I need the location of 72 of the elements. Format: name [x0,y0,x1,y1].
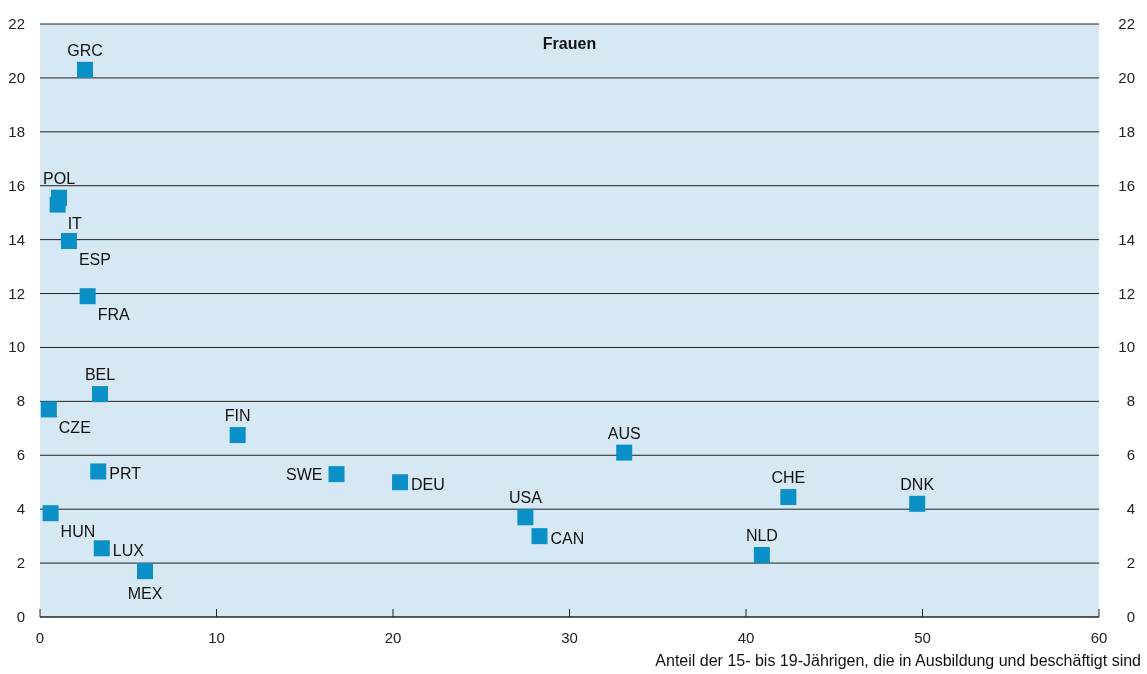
y-tick-label: 14 [8,230,25,248]
annotation: FRA [97,306,130,324]
y-tick-label: 6 [16,446,25,464]
annotation: CHE [771,469,806,487]
point [40,401,57,418]
point [517,509,534,526]
point [77,61,94,78]
annotation: NLD [745,527,778,544]
annotation: ESP [78,250,111,268]
annotation: MEX [127,585,163,603]
annotation: CZE [58,419,91,437]
y-tick-label: 18 [8,122,25,140]
y2-tick-label: 22 [1118,15,1135,32]
x-tick-label: 40 [737,629,755,646]
annotation: DNK [900,475,935,493]
y-tick-label: 4 [16,500,25,518]
annotation: PRT [109,465,142,483]
y2-tick-label: 20 [1118,68,1135,86]
x-tick-label: 20 [384,629,402,646]
y-tick-label: 22 [8,15,25,32]
x-tick-label: 0 [35,629,45,646]
point [780,489,797,506]
y-tick-label: 12 [8,284,25,302]
point [909,495,926,512]
point [328,466,345,483]
y2-tick-label: 8 [1126,392,1135,410]
point [753,547,770,563]
annotation: FIN [224,407,251,425]
y-tick-label: 8 [16,392,25,410]
y2-tick-label: 12 [1118,284,1135,302]
point [79,288,96,305]
y-tick-label: 10 [8,338,25,356]
point [531,528,548,545]
annotation: IT [67,214,83,232]
y-tick-label: 2 [16,554,25,572]
y-tick-label: 16 [8,176,25,194]
annotation: GRC [67,41,103,59]
annotation: CAN [550,530,585,548]
point [90,463,107,480]
y2-tick-label: 18 [1118,122,1135,140]
y-tick-label: 0 [16,608,25,625]
annotation: USA [508,489,543,507]
point [60,232,77,249]
y2-tick-label: 14 [1118,230,1135,248]
annotation: AUS [607,424,641,442]
point [92,386,109,403]
y2-tick-label: 10 [1118,338,1135,356]
annotation: DEU [411,476,445,494]
y2-tick-label: 0 [1126,608,1135,625]
point [229,427,246,444]
x-tick-label: 10 [208,629,225,646]
x-tick-label: 30 [561,629,578,646]
annotation: HUN [60,523,96,541]
point [616,444,633,461]
y2-tick-label: 2 [1126,554,1135,572]
x-tick-label: 60 [1090,629,1108,646]
text: Frauen [542,35,597,52]
point [93,540,110,557]
y-tick-label: 20 [8,68,25,86]
point [392,474,409,491]
point [51,189,68,206]
annotation: LUX [112,542,145,560]
x-tick-label: 50 [914,629,931,646]
point [137,563,154,580]
y2-tick-label: 6 [1126,446,1135,464]
x-axis-title: Anteil der 15- bis 19-Jährigen, die in Ausbildung und beschäftigt sind [655,652,1141,669]
annotation: BEL [84,366,116,384]
point [42,505,59,522]
annotation: POL [43,169,76,187]
annotation: SWE [286,466,323,484]
y2-tick-label: 4 [1126,500,1135,518]
y2-tick-label: 16 [1118,176,1135,194]
